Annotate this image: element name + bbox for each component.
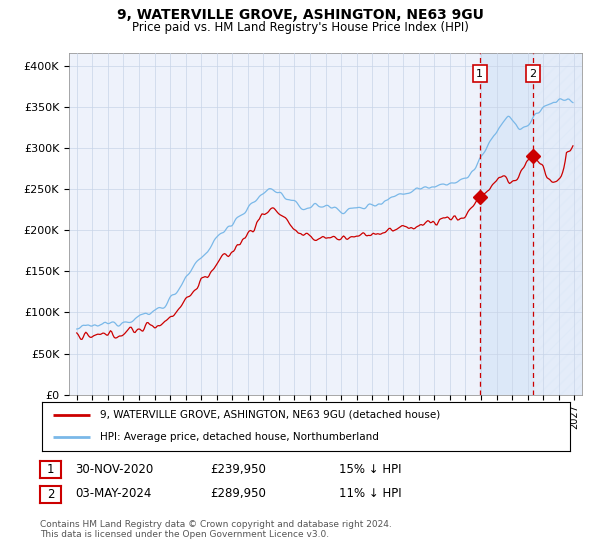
- Text: 2: 2: [47, 488, 54, 501]
- Text: Price paid vs. HM Land Registry's House Price Index (HPI): Price paid vs. HM Land Registry's House …: [131, 21, 469, 34]
- Bar: [533, 53, 598, 395]
- Text: 1: 1: [47, 463, 54, 477]
- Text: 15% ↓ HPI: 15% ↓ HPI: [339, 463, 401, 476]
- Text: £239,950: £239,950: [210, 463, 266, 476]
- Text: HPI: Average price, detached house, Northumberland: HPI: Average price, detached house, Nort…: [100, 432, 379, 442]
- Text: 1: 1: [476, 69, 483, 79]
- Text: 30-NOV-2020: 30-NOV-2020: [75, 463, 153, 476]
- Text: 9, WATERVILLE GROVE, ASHINGTON, NE63 9GU: 9, WATERVILLE GROVE, ASHINGTON, NE63 9GU: [116, 8, 484, 22]
- Text: 2: 2: [529, 69, 536, 79]
- Text: 9, WATERVILLE GROVE, ASHINGTON, NE63 9GU (detached house): 9, WATERVILLE GROVE, ASHINGTON, NE63 9GU…: [100, 410, 440, 420]
- Bar: [480, 53, 533, 395]
- Text: 03-MAY-2024: 03-MAY-2024: [75, 487, 151, 501]
- Text: £289,950: £289,950: [210, 487, 266, 501]
- Text: 11% ↓ HPI: 11% ↓ HPI: [339, 487, 401, 501]
- Text: Contains HM Land Registry data © Crown copyright and database right 2024.
This d: Contains HM Land Registry data © Crown c…: [40, 520, 392, 539]
